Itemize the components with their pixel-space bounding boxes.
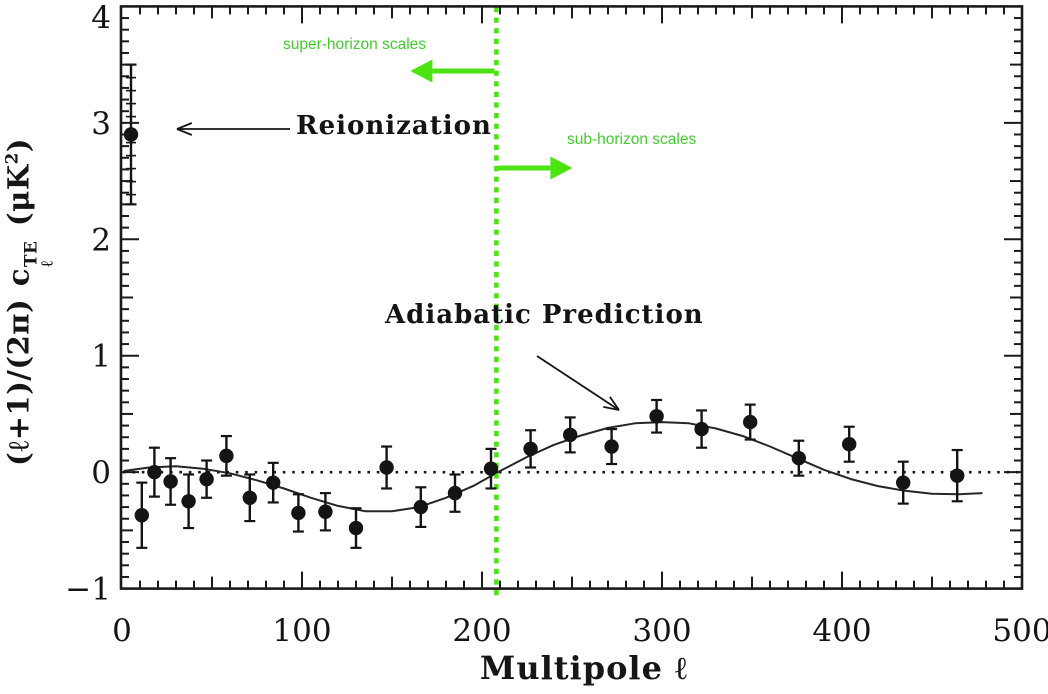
data-point <box>743 414 758 430</box>
reionization-arrow-head <box>176 122 193 130</box>
data-point <box>649 409 664 424</box>
sub-horizon-arrow-head <box>550 156 573 180</box>
data-point-group <box>242 473 257 523</box>
data-point <box>523 441 538 457</box>
x-tick-label: 100 <box>272 613 331 649</box>
y-tick-label: 1 <box>91 339 111 375</box>
data-point-group <box>266 461 281 504</box>
data-point-group <box>649 398 664 434</box>
y-axis-label-subsup: TE ℓ <box>20 241 56 268</box>
data-point <box>318 504 333 519</box>
data-point-group <box>483 447 499 490</box>
x-tick-label: 300 <box>632 613 691 649</box>
data-point-group <box>896 460 911 505</box>
data-point-group <box>604 427 619 466</box>
x-tick-label: 200 <box>452 613 511 649</box>
sub-horizon-scales-label: sub-horizon scales <box>567 131 697 148</box>
y-axis-label-symbol: c <box>1 268 36 287</box>
data-point <box>604 439 619 454</box>
model-curve <box>123 421 983 513</box>
data-point <box>291 505 306 521</box>
data-point-group <box>950 448 965 503</box>
adiabatic-arrow-shaft <box>536 355 620 411</box>
data-point <box>791 450 806 466</box>
data-point <box>413 499 428 515</box>
data-point <box>163 474 178 489</box>
data-point-group <box>523 429 538 469</box>
data-point <box>199 471 214 487</box>
data-point <box>348 520 364 536</box>
data-point <box>147 464 162 480</box>
data-point <box>242 490 257 505</box>
data-point <box>950 468 965 483</box>
y-axis-label-unit: (μK2) <box>1 137 36 227</box>
reionization-label: Reionization <box>296 111 492 141</box>
data-point-group <box>694 409 709 449</box>
data-point <box>379 460 394 475</box>
data-point <box>896 475 911 490</box>
data-point-group <box>743 403 758 441</box>
data-point-group <box>791 439 806 477</box>
data-point <box>563 427 578 443</box>
data-point-group <box>147 446 162 498</box>
x-tick-label: 400 <box>812 613 871 649</box>
reionization-arrow-head <box>176 128 193 136</box>
data-point-group <box>199 459 214 499</box>
data-point-group <box>563 416 578 454</box>
data-point <box>694 421 709 437</box>
x-tick-label: 0 <box>112 613 132 649</box>
data-point-group <box>379 445 394 490</box>
adiabatic-arrow-head <box>603 405 620 411</box>
plot-border <box>119 5 1024 590</box>
data-point <box>123 127 139 142</box>
data-point-group <box>447 473 463 513</box>
x-axis-label: Multipole ℓ <box>479 649 689 687</box>
y-tick-label: 0 <box>91 455 111 491</box>
adiabatic-prediction-label: Adiabatic Prediction <box>385 300 704 330</box>
data-point <box>219 448 234 464</box>
y-tick-label: 2 <box>91 222 111 258</box>
data-point <box>181 494 196 509</box>
y-tick-label: 3 <box>91 106 111 142</box>
data-point-group <box>181 473 196 530</box>
data-point-group <box>842 425 857 463</box>
y-axis-label: (ℓ+1)/(2π) c TE ℓ (μK2) <box>1 137 56 467</box>
y-axis-label-prefix: (ℓ+1)/(2π) <box>1 298 36 467</box>
data-point <box>483 461 499 476</box>
super-horizon-scales-label: super-horizon scales <box>283 36 427 53</box>
super-horizon-arrow-head <box>410 59 433 83</box>
data-point-group <box>348 507 364 549</box>
data-point-group <box>318 492 333 532</box>
data-point-group <box>163 457 178 506</box>
data-point-group <box>291 493 306 533</box>
y-tick-label: 4 <box>91 0 111 36</box>
y-tick-label: −1 <box>65 572 111 608</box>
adiabatic-arrow-head <box>609 396 620 411</box>
data-point <box>134 508 149 523</box>
data-point <box>447 485 463 501</box>
data-point-group <box>413 486 428 528</box>
data-point-group <box>219 434 234 477</box>
data-point-group <box>134 481 149 549</box>
data-point <box>842 437 857 452</box>
data-point <box>266 475 281 490</box>
x-tick-label: 500 <box>992 613 1048 649</box>
y-axis-label-sub: ℓ <box>35 260 56 268</box>
